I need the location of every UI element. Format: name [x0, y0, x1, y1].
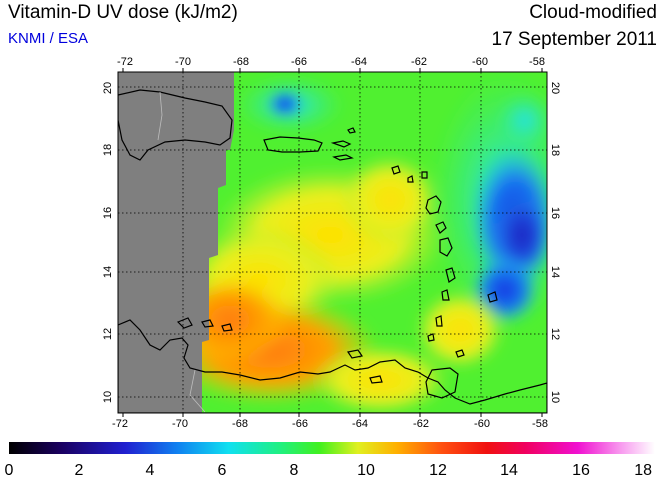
- colorbar-label: 4: [146, 462, 155, 479]
- lat-label: 12: [549, 328, 561, 340]
- lat-label: 12: [102, 328, 114, 340]
- product-mode: Cloud-modified: [529, 2, 657, 23]
- lon-labels-top: -72 -70 -68 -66 -64 -62 -60 -58: [117, 56, 545, 68]
- lon-label: -62: [413, 418, 429, 430]
- colorbar: [9, 442, 655, 454]
- no-data-region: [118, 72, 234, 413]
- colorbar-label: 2: [75, 462, 84, 479]
- country-borders: [157, 91, 206, 413]
- lon-label: -58: [532, 418, 548, 430]
- lon-label: -72: [112, 418, 128, 430]
- lon-label: -58: [529, 56, 545, 68]
- data-source: KNMI / ESA: [8, 30, 89, 47]
- colorbar-label: 18: [634, 462, 652, 479]
- chart-title: Vitamin-D UV dose (kJ/m2): [8, 2, 238, 23]
- lon-label: -66: [291, 56, 307, 68]
- uv-dose-field: [118, 72, 547, 413]
- lon-label: -70: [172, 418, 188, 430]
- lon-labels-bottom: -72 -70 -68 -66 -64 -62 -60 -58: [112, 418, 548, 430]
- colorbar-label: 14: [500, 462, 518, 479]
- lat-label: 16: [102, 207, 114, 219]
- lon-label: -60: [472, 56, 488, 68]
- lat-label: 20: [102, 82, 114, 94]
- lat-label: 18: [102, 144, 114, 156]
- colorbar-label: 6: [218, 462, 227, 479]
- graticule: [118, 72, 547, 413]
- lon-label: -64: [352, 418, 368, 430]
- lat-label: 16: [549, 207, 561, 219]
- lon-label: -70: [175, 56, 191, 68]
- colorbar-label: 12: [429, 462, 447, 479]
- lat-label: 20: [549, 82, 561, 94]
- colorbar-label: 8: [290, 462, 299, 479]
- lat-label: 14: [102, 266, 114, 278]
- lat-label: 10: [549, 391, 561, 403]
- lon-label: -68: [232, 418, 248, 430]
- lat-label: 18: [549, 144, 561, 156]
- colorbar-labels: 0 2 4 6 8 10 12 14 16 18: [5, 462, 653, 479]
- lon-label: -66: [292, 418, 308, 430]
- lon-label: -64: [351, 56, 367, 68]
- lat-label: 14: [549, 266, 561, 278]
- observation-date: 17 September 2011: [491, 29, 658, 50]
- lon-label: -60: [474, 418, 490, 430]
- coastlines: [118, 89, 547, 413]
- colorbar-label: 0: [5, 462, 14, 479]
- colorbar-label: 10: [357, 462, 375, 479]
- lon-label: -72: [117, 56, 133, 68]
- colorbar-label: 16: [572, 462, 590, 479]
- lon-label: -62: [411, 56, 427, 68]
- lat-labels-right: 10 12 14 16 18 20: [549, 82, 561, 403]
- lat-labels-left: 10 12 14 16 18 20: [102, 82, 114, 403]
- lat-label: 10: [102, 391, 114, 403]
- map-frame: [117, 71, 548, 414]
- lon-label: -68: [233, 56, 249, 68]
- tick-marks: [122, 68, 543, 417]
